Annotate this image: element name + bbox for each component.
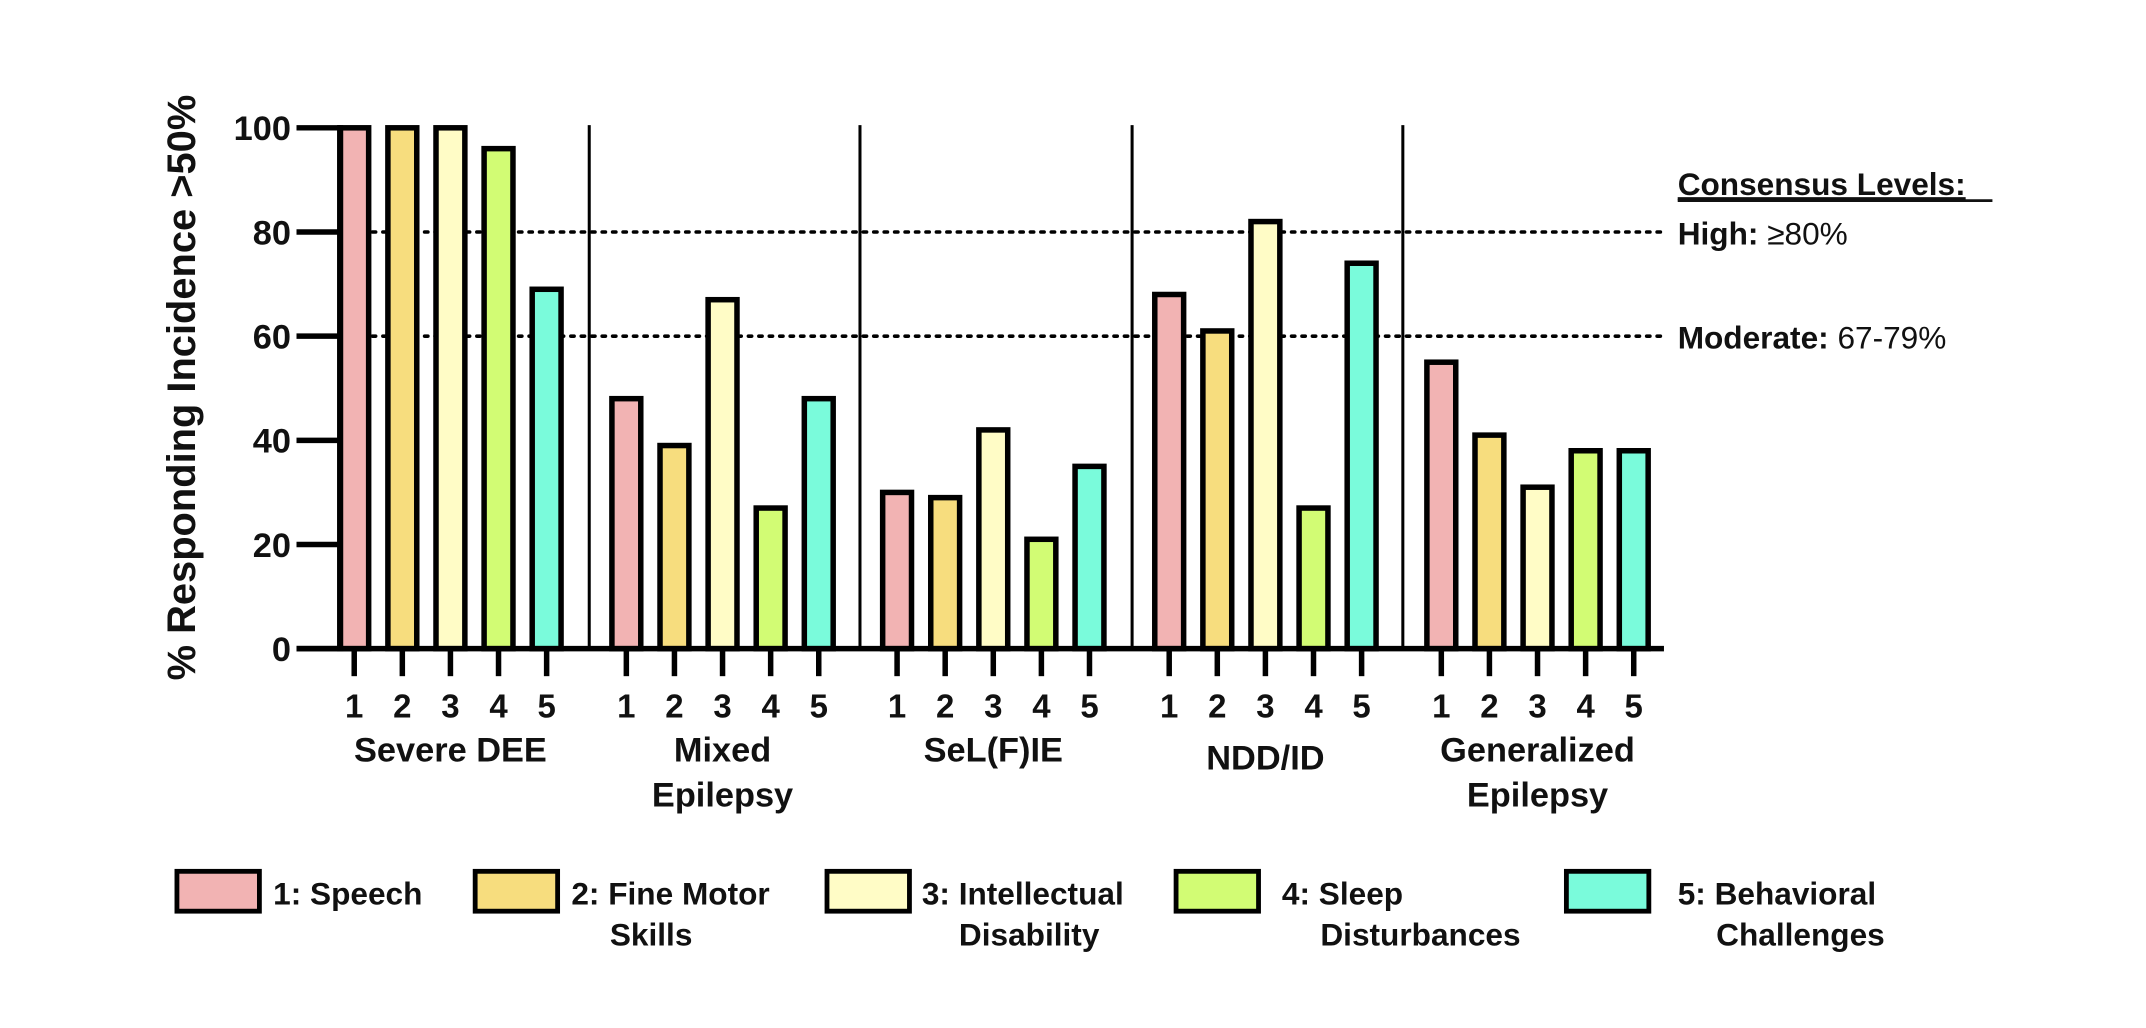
bar-severe-dee-3	[433, 125, 468, 652]
y-tick-label: 100	[234, 110, 291, 148]
bar-mixed-epilepsy-4	[753, 505, 788, 652]
bar-severe-dee-1	[337, 125, 372, 652]
legend-item-1: 1: Speech	[174, 868, 422, 914]
x-tick-label: 2	[665, 687, 683, 724]
bar-mixed-epilepsy-3	[705, 296, 740, 652]
legend-label: 3: Intellectual	[922, 875, 1124, 911]
bar-generalized-epilepsy-2	[1472, 432, 1507, 652]
bar-mixed-epilepsy-5	[801, 395, 836, 652]
x-tick-label: 3	[441, 687, 459, 724]
bar-severe-dee-5	[529, 286, 564, 652]
reference-label-60: Moderate: 67-79%	[1678, 320, 1947, 356]
bar-sel-f-ie-5	[1072, 463, 1107, 652]
bar-sel-f-ie-3	[976, 427, 1011, 652]
y-axis-label: % Responding Incidence >50%	[160, 95, 204, 681]
reference-label-bold: High:	[1678, 215, 1759, 251]
legend-label: 2: Fine Motor	[571, 875, 769, 911]
x-tick-label: 3	[1528, 687, 1546, 724]
x-tick-label: 1	[617, 687, 635, 724]
legend-item-3: 3: Intellectual Disability	[824, 868, 1124, 953]
legend-item-2: 2: Fine Motor Skills	[472, 868, 770, 953]
x-tick-label: 5	[1080, 687, 1098, 724]
legend-label: Skills	[610, 917, 693, 953]
group-label: Epilepsy	[1467, 777, 1608, 815]
bar-severe-dee-2	[385, 125, 420, 652]
legend-label: Disability	[959, 917, 1100, 953]
group-label: SeL(F)IE	[924, 731, 1063, 769]
x-tick-label: 5	[537, 687, 555, 724]
x-tick-label: 1	[888, 687, 906, 724]
legend-swatch	[824, 868, 912, 914]
bar-generalized-epilepsy-3	[1520, 484, 1555, 652]
bar-ndd-id-3	[1248, 218, 1283, 652]
bar-mixed-epilepsy-1	[609, 395, 644, 652]
legend-label: 5: Behavioral	[1678, 875, 1876, 911]
bar-sel-f-ie-4	[1024, 536, 1059, 652]
bars	[337, 125, 1651, 652]
reference-label-80: High: ≥80%	[1678, 215, 1848, 251]
x-tick-label: 1	[1432, 687, 1450, 724]
legend-swatch	[1173, 868, 1261, 914]
x-tick-label: 3	[713, 687, 731, 724]
x-tick-label: 2	[1480, 687, 1498, 724]
x-tick-label: 1	[345, 687, 363, 724]
reference-label-bold: Moderate:	[1678, 320, 1829, 356]
x-tick-label: 5	[810, 687, 828, 724]
consensus-title: Consensus Levels:	[1678, 166, 1966, 202]
x-tick-label: 5	[1625, 687, 1643, 724]
legend-label: Disturbances	[1320, 917, 1520, 953]
group-separators	[587, 125, 1405, 649]
axes: 0 20 40 60 80 100	[234, 110, 1664, 669]
x-tick-label: 4	[761, 687, 780, 724]
y-tick-label: 40	[253, 423, 291, 461]
reference-label-value: ≥80%	[1758, 215, 1847, 251]
y-tick-label: 0	[272, 631, 291, 669]
x-tick-label: 5	[1352, 687, 1370, 724]
bar-ndd-id-1	[1152, 291, 1187, 652]
bar-generalized-epilepsy-4	[1568, 448, 1603, 652]
x-tick-label: 4	[1576, 687, 1595, 724]
group-label: Generalized	[1440, 731, 1635, 769]
legend-label: 4: Sleep	[1282, 875, 1403, 911]
legend-item-4: 4: Sleep Disturbances	[1173, 868, 1521, 953]
x-tick-label: 3	[1256, 687, 1274, 724]
x-tick-label: 2	[1208, 687, 1226, 724]
bar-ndd-id-4	[1296, 505, 1331, 652]
bar-ndd-id-5	[1344, 260, 1379, 652]
reference-label-value: 67-79%	[1829, 320, 1947, 356]
y-tick-label: 80	[253, 214, 291, 252]
legend-label: 1: Speech	[273, 875, 422, 911]
group-label: Severe DEE	[354, 731, 547, 769]
bar-ndd-id-2	[1200, 328, 1235, 652]
x-tick-label: 4	[489, 687, 508, 724]
reference-lines	[349, 230, 1669, 338]
bar-severe-dee-4	[481, 145, 516, 652]
legend-label: Challenges	[1716, 917, 1885, 953]
legend-swatch	[1563, 868, 1652, 914]
consensus-annotation: Consensus Levels: High: ≥80% Moderate: 67…	[1677, 166, 1993, 356]
x-tick-label: 2	[393, 687, 411, 724]
legend: 1: Speech 2: Fine Motor Skills 3: Intellect…	[174, 868, 1885, 953]
group-labels: Severe DEE Mixed Epilepsy SeL(F)IE NDD/ID Gen…	[354, 731, 1635, 814]
x-tick-label: 2	[936, 687, 954, 724]
bar-sel-f-ie-1	[879, 489, 915, 652]
bar-generalized-epilepsy-5	[1616, 448, 1651, 652]
y-tick-label: 60	[253, 319, 291, 357]
group-label: NDD/ID	[1206, 740, 1324, 778]
bar-mixed-epilepsy-2	[657, 442, 692, 652]
x-tick-label: 4	[1032, 687, 1051, 724]
x-tick-label: 1	[1160, 687, 1178, 724]
bar-generalized-epilepsy-1	[1424, 359, 1459, 652]
group-label: Mixed	[674, 731, 771, 769]
legend-swatch	[472, 868, 561, 914]
bar-sel-f-ie-2	[928, 494, 963, 652]
legend-swatch	[174, 868, 262, 914]
legend-item-5: 5: Behavioral Challenges	[1563, 868, 1885, 953]
group-label: Epilepsy	[652, 777, 793, 815]
x-tick-label: 4	[1304, 687, 1323, 724]
x-tick-label: 3	[984, 687, 1002, 724]
y-tick-label: 20	[253, 527, 291, 565]
